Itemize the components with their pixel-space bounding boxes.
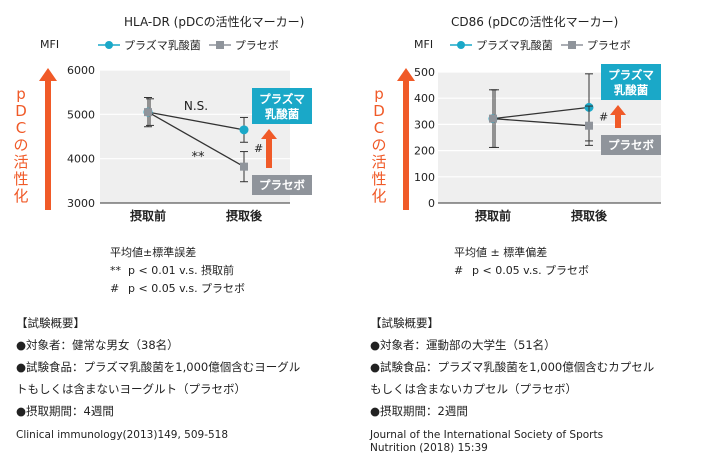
legend-label-placebo: プラセボ bbox=[234, 39, 279, 52]
x-tick-label: 摂取後 bbox=[226, 208, 263, 223]
y-axis-label: MFI bbox=[414, 38, 434, 51]
placebo-label-text: プラセボ bbox=[608, 138, 654, 152]
probiotic-label-text: 乳酸菌 bbox=[614, 83, 649, 97]
annotation-significance-placebo: # bbox=[254, 142, 263, 155]
annotation-ns: N.S. bbox=[184, 99, 208, 113]
legend: プラズマ乳酸菌 プラセボ bbox=[450, 37, 639, 53]
data-point-placebo bbox=[240, 162, 248, 171]
data-point-placebo bbox=[585, 121, 593, 130]
series-line-placebo bbox=[147, 111, 245, 168]
chart-title: HLA-DR (pDCの活性化マーカー) bbox=[124, 15, 305, 29]
y-tick-label: 100 bbox=[414, 171, 435, 184]
data-point-probiotic bbox=[239, 125, 249, 135]
probiotic-label-text: プラズマ bbox=[608, 68, 654, 82]
stats-legend: 平均値 ± 標準偏差 # p < 0.05 v.s. プラセボ bbox=[454, 244, 589, 280]
legend-marker-probiotic bbox=[98, 41, 120, 49]
chart-title: CD86 (pDCの活性化マーカー) bbox=[451, 15, 619, 29]
reference: Journal of the International Society of … bbox=[370, 429, 604, 454]
series-line-probiotic bbox=[147, 111, 245, 131]
probiotic-label-text: 乳酸菌 bbox=[265, 107, 300, 121]
increase-arrow-icon bbox=[610, 105, 626, 128]
study-summary: 【試験概要】 ●対象者：運動部の大学生（51名） ●試験食品：プラズマ乳酸菌を1… bbox=[370, 316, 655, 418]
stats-line: ** p < 0.01 v.s. 摂取前 bbox=[110, 264, 235, 277]
y-tick-label: 0 bbox=[428, 197, 435, 210]
annotation-significance-placebo: # bbox=[599, 111, 608, 124]
stats-heading: 平均値±標準誤差 bbox=[110, 246, 197, 259]
y-tick-label: 5000 bbox=[67, 108, 95, 121]
stats-line: # p < 0.05 v.s. プラセボ bbox=[110, 282, 246, 295]
data-point-placebo bbox=[489, 114, 497, 123]
legend: プラズマ乳酸菌 プラセボ bbox=[98, 37, 287, 53]
y-tick-label: 400 bbox=[414, 92, 435, 105]
reference: Clinical immunology(2013)149, 509-518 bbox=[16, 429, 229, 441]
legend-marker-probiotic bbox=[450, 41, 472, 49]
x-tick-label: 摂取後 bbox=[571, 208, 608, 223]
legend-label-probiotic: プラズマ乳酸菌 bbox=[476, 39, 553, 52]
placebo-label-box bbox=[601, 135, 661, 155]
legend-item-probiotic: プラズマ乳酸菌 bbox=[450, 37, 553, 53]
probiotic-label-box bbox=[601, 64, 661, 100]
pdc-arrow-icon bbox=[39, 68, 57, 210]
stats-heading: 平均値 ± 標準偏差 bbox=[454, 246, 548, 259]
y-axis-label: MFI bbox=[40, 38, 60, 51]
legend-label-placebo: プラセボ bbox=[586, 39, 631, 52]
stats-legend: 平均値±標準誤差 ** p < 0.01 v.s. 摂取前 # p < 0.05 v… bbox=[110, 244, 245, 298]
series-line-placebo bbox=[492, 117, 590, 127]
x-tick-label: 摂取前 bbox=[475, 208, 511, 223]
y-tick-label: 200 bbox=[414, 145, 435, 158]
probiotic-label-box bbox=[252, 88, 312, 124]
data-point-placebo bbox=[144, 108, 152, 117]
y-tick-label: 4000 bbox=[67, 153, 95, 166]
y-tick-label: 300 bbox=[414, 118, 435, 131]
legend-marker-placebo bbox=[560, 41, 583, 49]
legend-marker-placebo bbox=[208, 41, 231, 49]
increase-arrow-icon bbox=[261, 129, 277, 168]
legend-item-probiotic: プラズマ乳酸菌 bbox=[98, 37, 201, 53]
pdc-arrow-icon bbox=[397, 68, 415, 210]
legend-item-placebo: プラセボ bbox=[208, 37, 279, 53]
y-tick-label: 500 bbox=[414, 66, 435, 79]
legend-item-placebo: プラセボ bbox=[560, 37, 631, 53]
study-summary: 【試験概要】 ●対象者：健常な男女（38名） ●試験食品：プラズマ乳酸菌を1,0… bbox=[16, 316, 301, 418]
annotation-significance: ** bbox=[192, 150, 206, 165]
y-tick-label: 6000 bbox=[67, 64, 95, 77]
placebo-label-box bbox=[252, 175, 312, 195]
stats-line: # p < 0.05 v.s. プラセボ bbox=[454, 264, 590, 277]
x-tick-label: 摂取前 bbox=[130, 208, 166, 223]
probiotic-label-text: プラズマ bbox=[259, 92, 305, 106]
series-line-probiotic bbox=[492, 106, 590, 120]
legend-label-probiotic: プラズマ乳酸菌 bbox=[124, 39, 201, 52]
placebo-label-text: プラセボ bbox=[259, 178, 305, 192]
y-tick-label: 3000 bbox=[67, 197, 95, 210]
